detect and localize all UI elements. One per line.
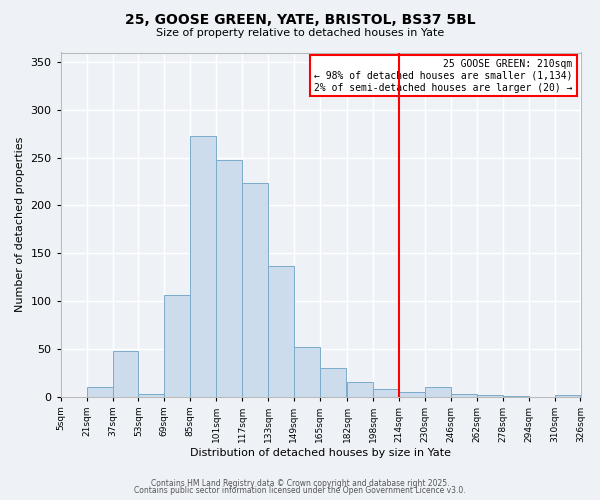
Bar	[347, 382, 373, 396]
Bar	[554, 394, 580, 396]
Bar	[242, 184, 268, 396]
Text: Size of property relative to detached houses in Yate: Size of property relative to detached ho…	[156, 28, 444, 38]
Bar	[320, 368, 346, 396]
Text: 25 GOOSE GREEN: 210sqm
← 98% of detached houses are smaller (1,134)
2% of semi-d: 25 GOOSE GREEN: 210sqm ← 98% of detached…	[314, 60, 573, 92]
Bar	[113, 350, 139, 397]
Bar	[268, 266, 294, 396]
Bar	[86, 387, 113, 396]
Bar	[399, 392, 425, 396]
Bar	[216, 160, 242, 396]
Y-axis label: Number of detached properties: Number of detached properties	[15, 137, 25, 312]
Text: 25, GOOSE GREEN, YATE, BRISTOL, BS37 5BL: 25, GOOSE GREEN, YATE, BRISTOL, BS37 5BL	[125, 12, 475, 26]
Bar	[139, 394, 164, 396]
Bar	[294, 347, 320, 397]
Bar	[190, 136, 216, 396]
Text: Contains HM Land Registry data © Crown copyright and database right 2025.: Contains HM Land Registry data © Crown c…	[151, 478, 449, 488]
Bar	[373, 389, 399, 396]
Bar	[425, 387, 451, 396]
Bar	[477, 394, 503, 396]
X-axis label: Distribution of detached houses by size in Yate: Distribution of detached houses by size …	[190, 448, 451, 458]
Bar	[164, 295, 190, 396]
Bar	[451, 394, 477, 396]
Text: Contains public sector information licensed under the Open Government Licence v3: Contains public sector information licen…	[134, 486, 466, 495]
